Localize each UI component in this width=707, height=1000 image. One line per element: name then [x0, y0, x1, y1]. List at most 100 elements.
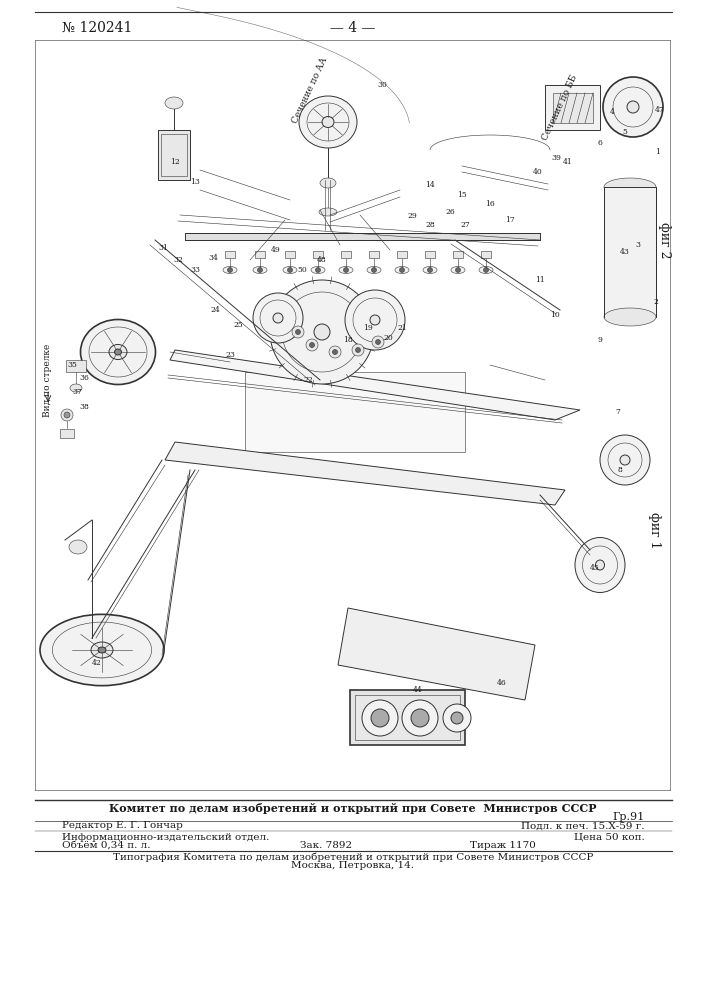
- Text: 37: 37: [72, 388, 82, 396]
- Ellipse shape: [165, 97, 183, 109]
- Text: 4: 4: [609, 108, 614, 116]
- Ellipse shape: [600, 435, 650, 485]
- Text: 20: 20: [383, 334, 393, 342]
- Ellipse shape: [115, 349, 122, 355]
- Text: фиг 1: фиг 1: [648, 512, 662, 548]
- Bar: [481, 251, 491, 258]
- Text: Вид по стрелке: Вид по стрелке: [44, 343, 52, 417]
- Text: 6: 6: [597, 139, 602, 147]
- Text: 48: 48: [317, 256, 327, 264]
- Text: 43: 43: [620, 248, 630, 256]
- Text: № 120241: № 120241: [62, 21, 132, 35]
- Polygon shape: [165, 442, 565, 505]
- Text: 22: 22: [303, 376, 313, 384]
- Ellipse shape: [319, 208, 337, 216]
- Text: Цена 50 коп.: Цена 50 коп.: [574, 832, 645, 842]
- Ellipse shape: [109, 344, 127, 360]
- Bar: [225, 251, 235, 258]
- Text: 44: 44: [413, 686, 423, 694]
- Text: Сечение по ББ: Сечение по ББ: [541, 74, 579, 142]
- Text: 30: 30: [377, 81, 387, 89]
- Bar: [604, 187, 656, 317]
- Circle shape: [451, 712, 463, 724]
- Text: — 4 —: — 4 —: [330, 21, 375, 35]
- Circle shape: [402, 700, 438, 736]
- Polygon shape: [338, 608, 535, 700]
- Text: 12: 12: [170, 158, 180, 166]
- Circle shape: [273, 313, 283, 323]
- Bar: [355, 695, 460, 740]
- Circle shape: [253, 293, 303, 343]
- Text: Типография Комитета по делам изобретений и открытий при Совете Министров СССР: Типография Комитета по делам изобретений…: [113, 852, 593, 862]
- Ellipse shape: [367, 266, 381, 273]
- Text: 50: 50: [297, 266, 307, 274]
- Ellipse shape: [70, 384, 82, 392]
- Bar: [350, 690, 465, 745]
- Text: 1: 1: [655, 148, 660, 156]
- Circle shape: [315, 267, 320, 272]
- Ellipse shape: [98, 647, 106, 653]
- Text: Москва, Петровка, 14.: Москва, Петровка, 14.: [291, 861, 414, 870]
- Text: 31: 31: [158, 244, 168, 252]
- Ellipse shape: [604, 308, 656, 326]
- Text: 11: 11: [535, 276, 545, 284]
- Circle shape: [310, 342, 315, 348]
- Text: 13: 13: [190, 178, 200, 186]
- Circle shape: [270, 280, 374, 384]
- Bar: [425, 251, 435, 258]
- Text: Тираж 1170: Тираж 1170: [470, 840, 536, 850]
- Ellipse shape: [40, 614, 164, 686]
- Bar: [285, 251, 295, 258]
- Text: 21: 21: [397, 324, 407, 332]
- Text: 28: 28: [425, 221, 435, 229]
- Text: 42: 42: [92, 659, 102, 667]
- Ellipse shape: [575, 538, 625, 592]
- Circle shape: [371, 267, 377, 272]
- Circle shape: [603, 77, 663, 137]
- Text: Зак. 7892: Зак. 7892: [300, 840, 352, 850]
- Circle shape: [257, 267, 262, 272]
- Text: 45: 45: [590, 564, 600, 572]
- Text: Гр.91: Гр.91: [613, 812, 645, 822]
- Circle shape: [352, 344, 364, 356]
- Circle shape: [443, 704, 471, 732]
- Circle shape: [362, 700, 398, 736]
- Text: 35: 35: [67, 361, 77, 369]
- Ellipse shape: [479, 266, 493, 273]
- Text: Подл. к печ. 15.Х-59 г.: Подл. к печ. 15.Х-59 г.: [522, 822, 645, 830]
- Ellipse shape: [81, 320, 156, 384]
- Circle shape: [371, 709, 389, 727]
- Text: 5: 5: [623, 128, 627, 136]
- Ellipse shape: [604, 178, 656, 196]
- Text: 33: 33: [190, 266, 200, 274]
- Text: Комитет по делам изобретений и открытий при Совете  Министров СССР: Комитет по делам изобретений и открытий …: [110, 802, 597, 814]
- Text: 16: 16: [485, 200, 495, 208]
- Text: 23: 23: [225, 351, 235, 359]
- Circle shape: [356, 348, 361, 353]
- Text: Объём 0,34 п. л.: Объём 0,34 п. л.: [62, 840, 151, 850]
- Text: 18: 18: [343, 336, 353, 344]
- Ellipse shape: [395, 266, 409, 273]
- Ellipse shape: [339, 266, 353, 273]
- Circle shape: [306, 339, 318, 351]
- Circle shape: [411, 709, 429, 727]
- Bar: [453, 251, 463, 258]
- Bar: [545, 85, 600, 130]
- Text: 49: 49: [271, 246, 281, 254]
- Text: 46: 46: [497, 679, 507, 687]
- Text: 36: 36: [79, 374, 89, 382]
- Ellipse shape: [299, 96, 357, 148]
- Bar: [553, 93, 593, 123]
- Ellipse shape: [620, 455, 630, 465]
- Text: 9: 9: [597, 336, 602, 344]
- Text: 14: 14: [425, 181, 435, 189]
- Circle shape: [228, 267, 233, 272]
- Text: фиг 2: фиг 2: [658, 222, 672, 258]
- Polygon shape: [170, 350, 580, 420]
- Circle shape: [345, 290, 405, 350]
- Circle shape: [484, 267, 489, 272]
- Circle shape: [375, 340, 380, 344]
- Text: 3: 3: [636, 241, 641, 249]
- Ellipse shape: [451, 266, 465, 273]
- Circle shape: [627, 101, 639, 113]
